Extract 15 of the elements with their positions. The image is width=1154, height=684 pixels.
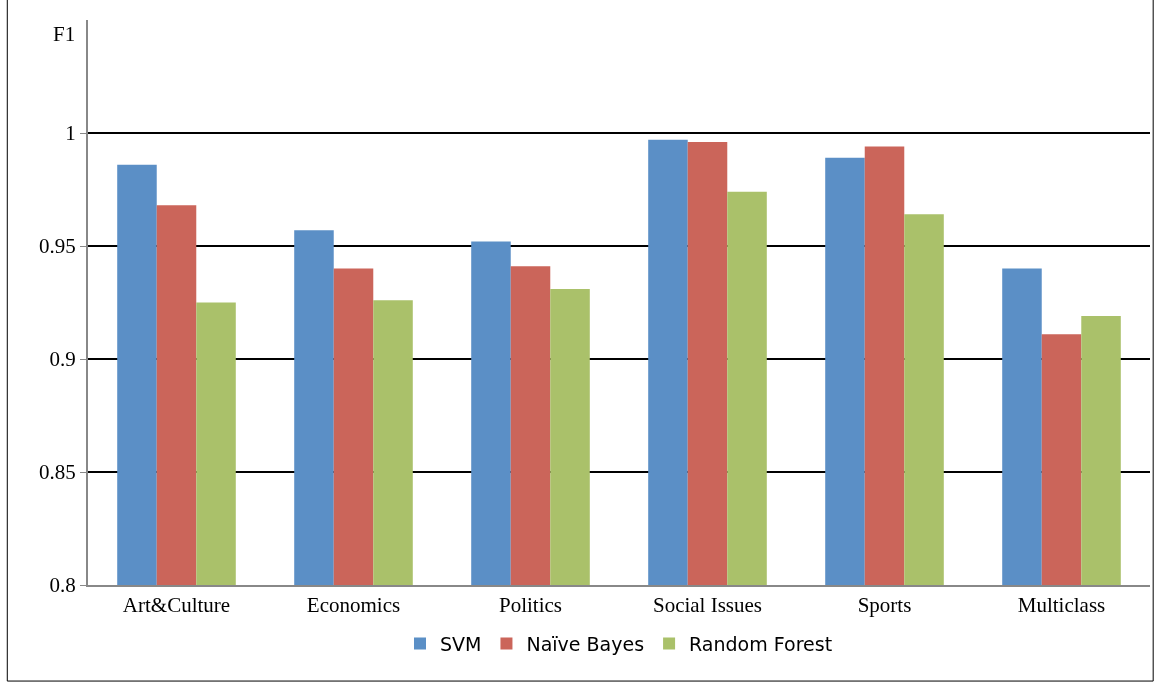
y-tick-label: 1 <box>65 121 76 146</box>
x-tick-label: Economics <box>306 593 401 618</box>
x-tick-label: Social Issues <box>652 593 763 618</box>
y-tick-label: 0.9 <box>49 347 76 372</box>
x-tick-label: Sports <box>857 593 912 618</box>
y-axis-title: F1 <box>53 22 76 46</box>
legend-label: Naïve Bayes <box>526 632 645 655</box>
y-tick-label: 0.95 <box>39 234 76 259</box>
x-tick-label: Multiclass <box>1017 593 1106 618</box>
legend-label: Random Forest <box>689 632 833 655</box>
x-tick-label: Art&Culture <box>122 593 231 618</box>
legend-label: SVM <box>440 632 482 655</box>
y-tick-label: 0.85 <box>39 460 76 485</box>
y-tick-label: 0.8 <box>49 573 76 598</box>
x-tick-label: Politics <box>498 593 563 618</box>
